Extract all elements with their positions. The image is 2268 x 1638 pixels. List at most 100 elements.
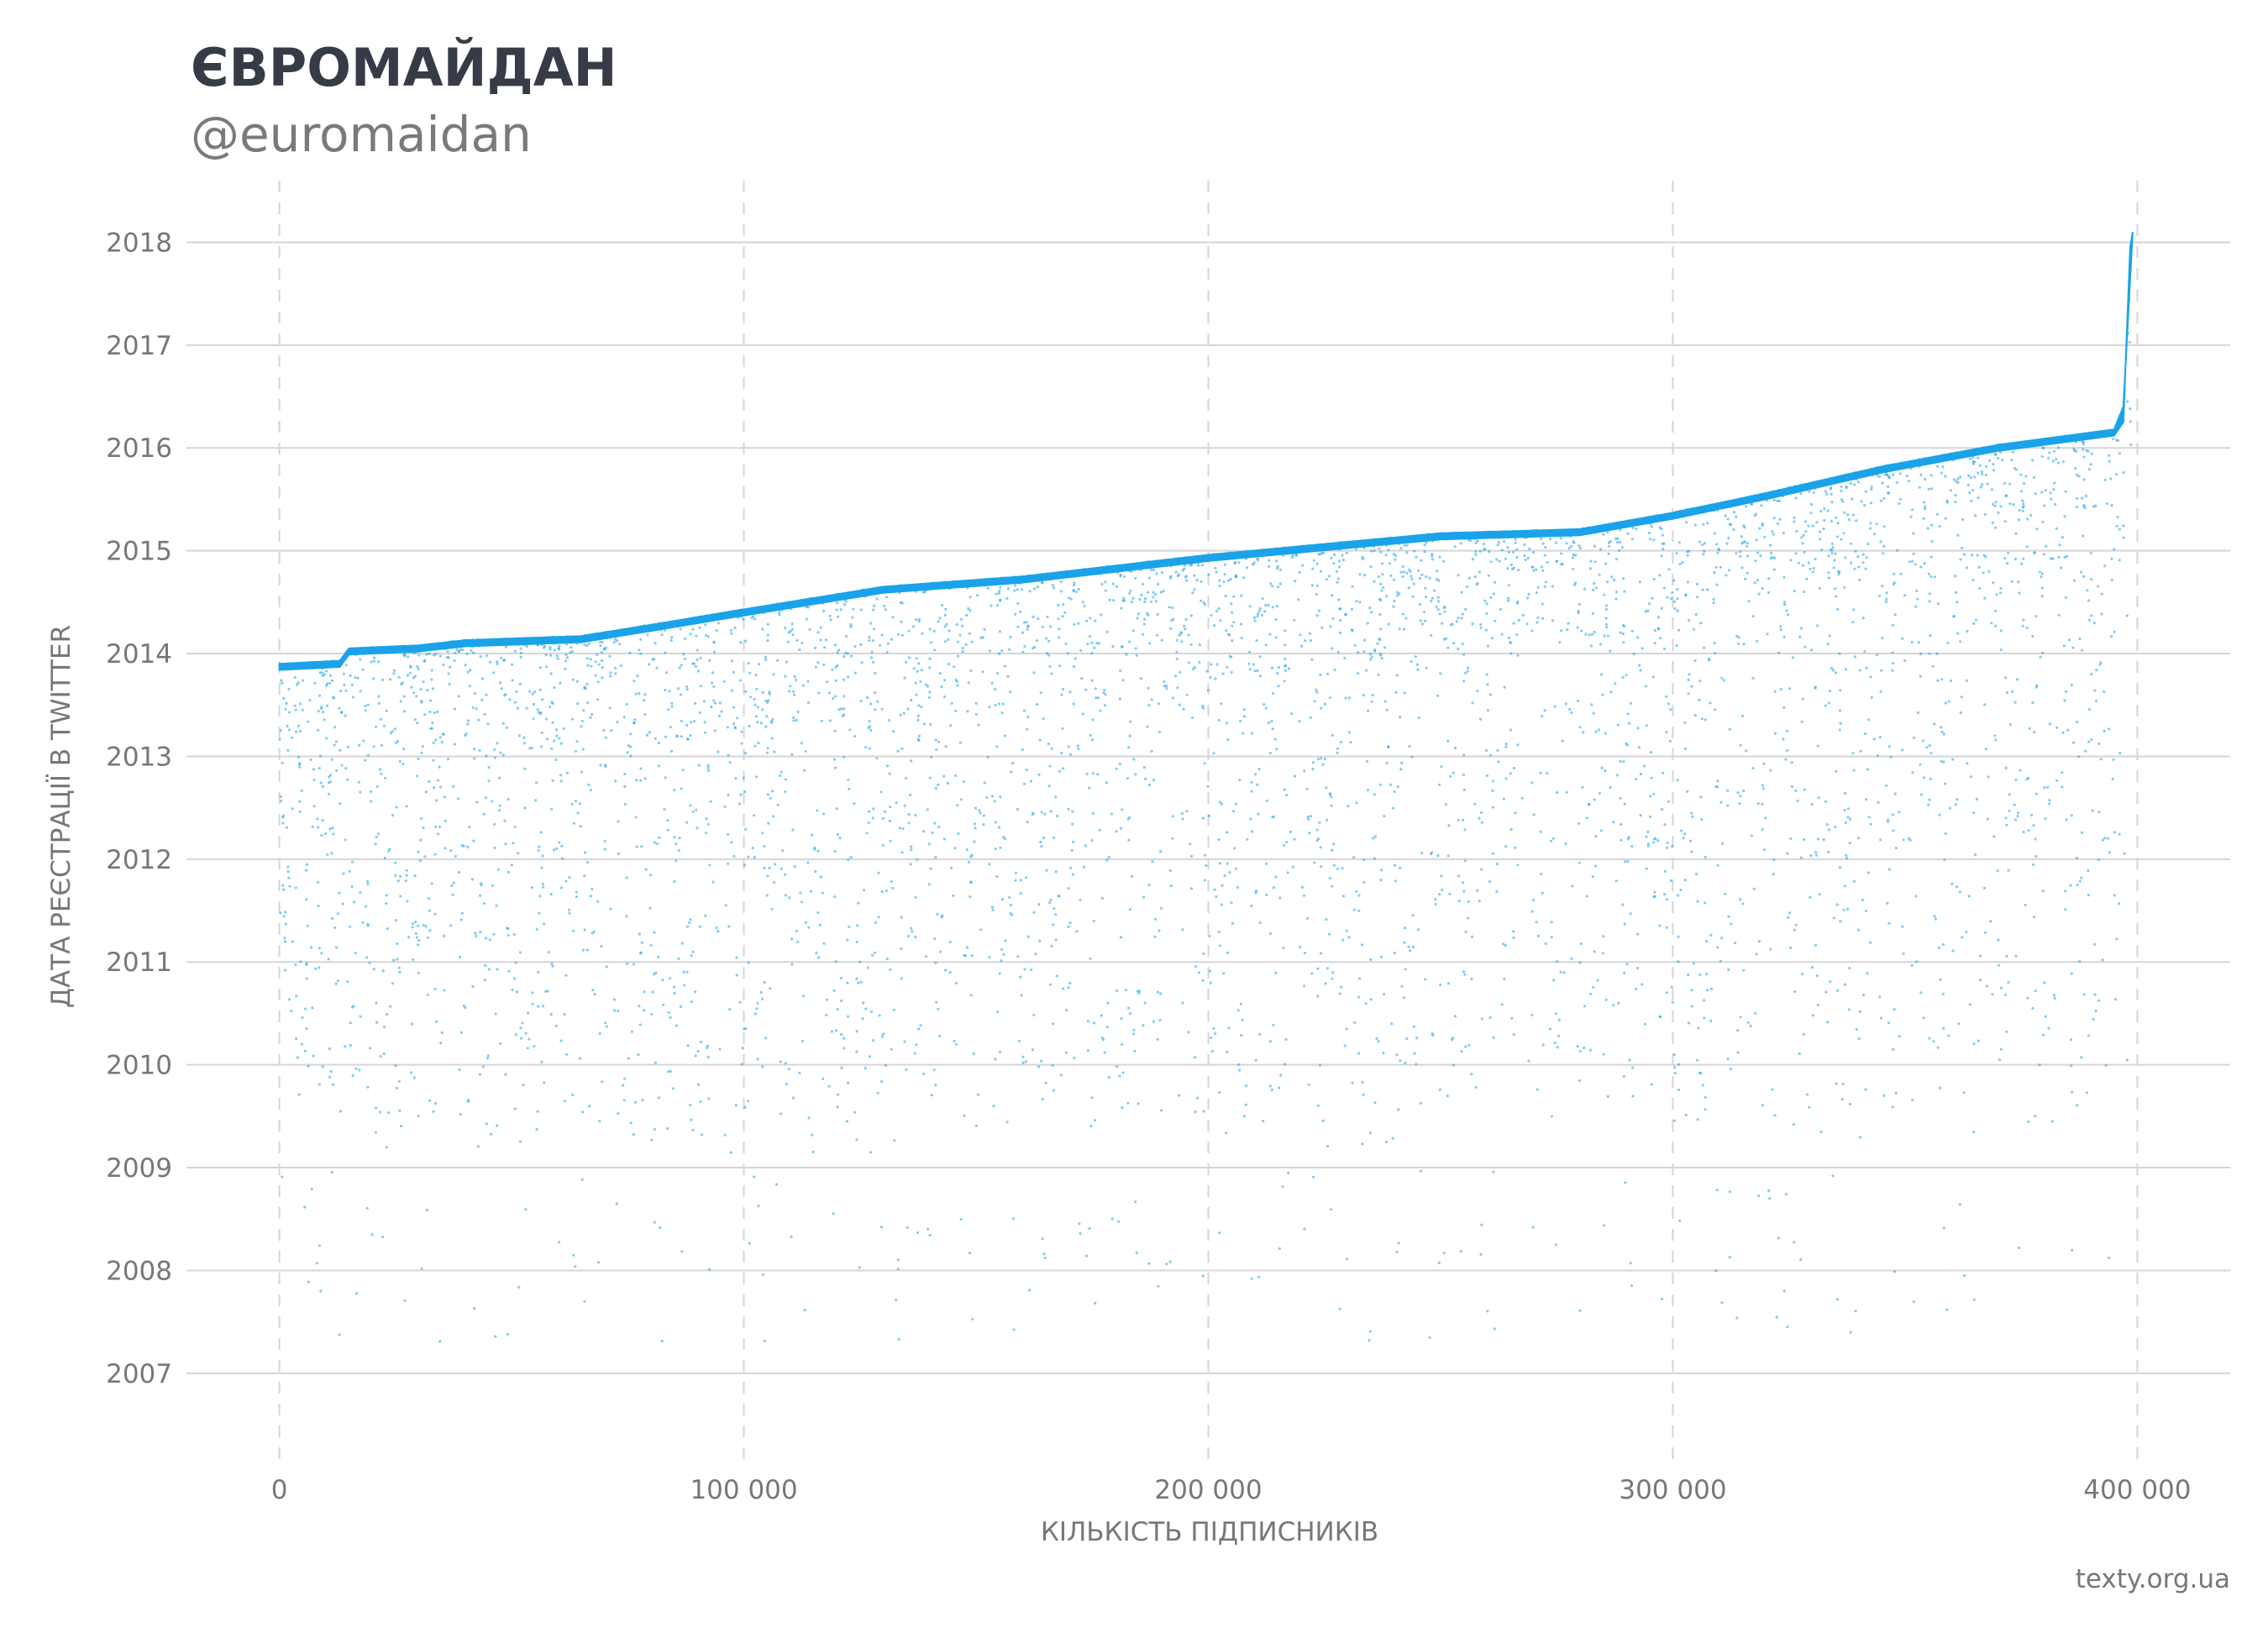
- data-point: [1279, 1074, 1283, 1077]
- data-point: [967, 606, 970, 611]
- data-point: [547, 951, 550, 954]
- data-point: [634, 692, 638, 696]
- data-point: [790, 1235, 793, 1238]
- data-point: [783, 873, 787, 876]
- chart-title: ЄВРОМАЙДАН: [191, 37, 617, 98]
- data-point: [1378, 783, 1383, 786]
- data-point: [905, 1068, 908, 1071]
- data-point: [420, 751, 423, 754]
- data-point: [432, 759, 435, 762]
- data-point: [385, 709, 388, 713]
- data-point: [2075, 473, 2078, 476]
- data-point: [1911, 1098, 1914, 1101]
- data-point: [879, 1080, 883, 1084]
- data-point: [2061, 785, 2064, 789]
- data-point: [998, 826, 1001, 829]
- data-point: [2093, 993, 2097, 996]
- data-point: [740, 1063, 744, 1066]
- data-point: [1736, 791, 1740, 795]
- data-point: [537, 711, 540, 714]
- data-point: [872, 807, 875, 811]
- data-point: [1436, 607, 1440, 612]
- data-point: [1907, 837, 1911, 840]
- data-point: [1409, 570, 1412, 573]
- data-point: [928, 690, 932, 694]
- data-point: [1319, 865, 1323, 869]
- data-point: [1016, 601, 1020, 605]
- data-point: [2041, 890, 2045, 893]
- data-point: [2066, 728, 2070, 732]
- data-point: [1128, 908, 1131, 911]
- data-point: [1598, 791, 1602, 795]
- data-point: [990, 681, 994, 685]
- data-point: [478, 1073, 481, 1076]
- data-point: [1383, 814, 1386, 818]
- data-point: [468, 826, 471, 829]
- data-point: [438, 654, 442, 658]
- data-point: [1928, 1037, 1931, 1040]
- data-point: [1103, 1051, 1106, 1054]
- data-point: [1727, 537, 1730, 540]
- data-point: [1438, 893, 1441, 896]
- data-point: [1679, 888, 1683, 891]
- data-point: [1968, 1003, 1971, 1006]
- data-point: [1086, 1020, 1089, 1023]
- data-point: [915, 657, 918, 660]
- data-point: [2054, 502, 2057, 507]
- data-point: [1023, 968, 1026, 971]
- data-point: [1814, 851, 1818, 854]
- data-point: [1942, 1226, 1945, 1230]
- data-point: [1393, 790, 1396, 794]
- data-point: [1235, 867, 1238, 870]
- data-point: [1787, 613, 1790, 617]
- data-point: [653, 1127, 657, 1131]
- data-point: [1544, 545, 1547, 549]
- data-point: [522, 1084, 525, 1087]
- data-point: [2024, 903, 2027, 907]
- data-point: [1225, 629, 1228, 633]
- data-point: [2101, 958, 2104, 962]
- data-point: [741, 1047, 744, 1050]
- data-point: [1550, 1115, 1553, 1118]
- data-point: [1824, 704, 1827, 707]
- data-point: [1687, 973, 1690, 977]
- data-point: [300, 789, 303, 793]
- data-point: [1420, 622, 1424, 626]
- data-point: [673, 836, 676, 839]
- data-point: [308, 699, 312, 702]
- data-point: [1341, 559, 1345, 562]
- data-point: [1217, 930, 1221, 933]
- data-point: [428, 909, 431, 912]
- data-point: [622, 1084, 625, 1087]
- data-point: [814, 665, 818, 669]
- data-point: [850, 654, 853, 658]
- data-point: [810, 833, 814, 837]
- data-point: [528, 747, 532, 750]
- data-point: [1702, 553, 1705, 556]
- data-point: [2057, 555, 2061, 559]
- data-point: [1929, 777, 1932, 780]
- data-point: [713, 701, 717, 705]
- data-point: [655, 666, 659, 669]
- data-point: [422, 826, 425, 830]
- data-point: [1577, 822, 1581, 825]
- data-point: [1801, 697, 1804, 701]
- data-point: [693, 701, 697, 705]
- data-point: [1977, 565, 1981, 570]
- data-point: [668, 690, 671, 693]
- data-point: [506, 1332, 510, 1336]
- data-point: [1252, 616, 1256, 619]
- data-point: [1217, 837, 1221, 842]
- data-point: [1373, 835, 1377, 838]
- data-point: [1045, 637, 1048, 640]
- data-point: [2087, 869, 2090, 873]
- data-point: [1339, 631, 1342, 635]
- data-point: [1786, 1326, 1789, 1329]
- data-point: [344, 767, 348, 770]
- data-point: [2043, 785, 2046, 790]
- data-point: [1549, 1027, 1552, 1031]
- data-point: [2122, 536, 2125, 539]
- data-point: [1265, 799, 1268, 802]
- data-point: [922, 830, 926, 833]
- data-point: [1277, 585, 1280, 589]
